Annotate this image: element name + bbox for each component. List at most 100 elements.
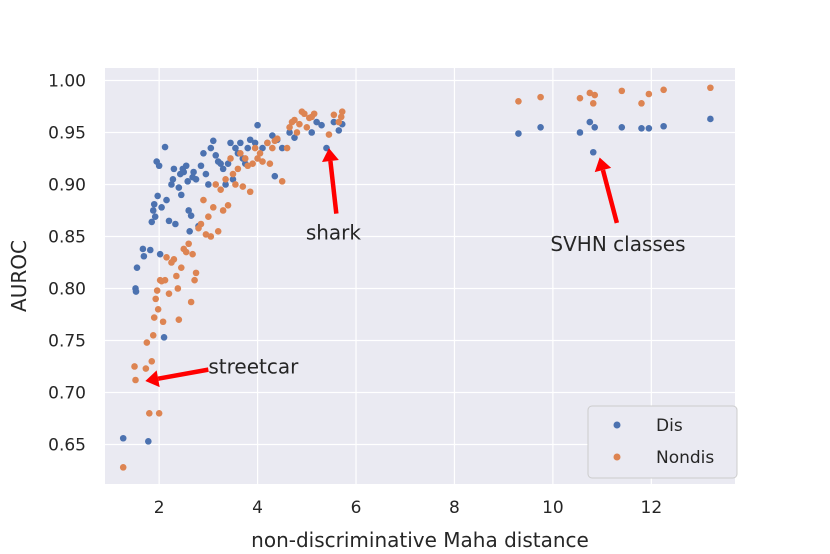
- series-nondis: [119, 84, 714, 471]
- point-nondis: [170, 256, 178, 263]
- point-dis: [190, 168, 197, 176]
- x-tick-label: 8: [449, 498, 460, 518]
- point-nondis: [335, 118, 343, 126]
- point-nondis: [222, 175, 229, 183]
- y-tick-label: 0.85: [48, 227, 86, 247]
- point-nondis: [224, 201, 232, 209]
- point-dis: [160, 334, 168, 341]
- y-axis-label: AUROC: [7, 240, 31, 312]
- point-dis: [151, 213, 159, 221]
- point-dis: [192, 175, 200, 183]
- point-dis: [229, 175, 237, 183]
- point-nondis: [217, 186, 224, 193]
- x-tick-labels: 2 4 6 8 10 12: [154, 498, 662, 518]
- point-nondis: [660, 86, 667, 94]
- annotation-label: SVHN classes: [550, 232, 685, 256]
- point-nondis: [200, 196, 207, 204]
- point-dis: [707, 115, 714, 123]
- point-nondis: [150, 314, 158, 321]
- point-nondis: [185, 240, 192, 248]
- point-nondis: [264, 139, 271, 147]
- point-dis: [150, 200, 158, 208]
- point-nondis: [645, 90, 653, 98]
- point-nondis: [259, 158, 266, 165]
- point-nondis: [227, 155, 234, 162]
- point-dis: [330, 118, 338, 126]
- point-dis: [591, 123, 599, 131]
- point-nondis: [165, 290, 173, 297]
- point-dis: [269, 132, 276, 139]
- point-nondis: [197, 220, 205, 228]
- point-dis: [638, 125, 645, 132]
- point-nondis: [155, 409, 163, 417]
- point-nondis: [205, 213, 212, 221]
- point-nondis: [239, 183, 247, 190]
- point-nondis: [143, 339, 151, 346]
- point-dis: [219, 165, 227, 173]
- point-dis: [155, 162, 163, 170]
- point-nondis: [212, 181, 220, 188]
- point-nondis: [269, 144, 276, 152]
- point-dis: [286, 129, 293, 136]
- point-dis: [209, 137, 217, 145]
- point-dis: [177, 191, 185, 199]
- point-dis: [197, 162, 205, 170]
- y-tick-labels: 0.65 0.70 0.75 0.80 0.85 0.90 0.95 1.00: [48, 71, 86, 455]
- point-nondis: [576, 94, 584, 102]
- point-nondis: [278, 178, 286, 185]
- point-dis: [149, 207, 157, 214]
- point-dis: [278, 144, 286, 152]
- point-dis: [172, 220, 179, 228]
- point-nondis: [119, 464, 127, 471]
- point-dis: [170, 165, 178, 173]
- y-tick-label: 0.70: [48, 383, 86, 403]
- point-dis: [586, 118, 594, 126]
- point-nondis: [163, 253, 170, 261]
- point-dis: [119, 434, 127, 442]
- point-dis: [246, 136, 254, 144]
- x-tick-label: 6: [351, 498, 362, 518]
- legend-label-dis: Dis: [656, 416, 683, 436]
- point-dis: [251, 139, 259, 147]
- annotation-arrow-shaft: [328, 160, 339, 214]
- point-nondis: [296, 120, 303, 128]
- point-dis: [308, 129, 316, 136]
- point-dis: [618, 123, 626, 131]
- point-dis: [132, 288, 140, 295]
- point-dis: [168, 181, 175, 188]
- point-dis: [145, 438, 152, 445]
- legend-label-nondis: Nondis: [656, 448, 714, 468]
- x-tick-label: 2: [154, 498, 165, 518]
- point-dis: [224, 160, 232, 167]
- x-tick-label: 4: [252, 498, 263, 518]
- y-tick-label: 0.65: [48, 435, 86, 455]
- point-nondis: [237, 149, 244, 157]
- x-axis-label: non-discriminative Maha distance: [251, 528, 589, 552]
- point-dis: [133, 264, 141, 271]
- annotation-arrow-head: [321, 148, 339, 162]
- point-nondis: [153, 287, 161, 294]
- point-dis: [154, 192, 161, 200]
- annotation-arrow-head: [594, 157, 612, 173]
- point-dis: [232, 144, 239, 152]
- point-dis: [291, 134, 298, 141]
- point-dis: [205, 181, 212, 188]
- point-dis: [318, 121, 325, 129]
- point-dis: [237, 139, 244, 147]
- point-nondis: [202, 231, 210, 238]
- point-nondis: [537, 93, 544, 101]
- annotation-arrow-head: [145, 370, 160, 388]
- point-nondis: [207, 233, 215, 240]
- point-nondis: [175, 316, 183, 323]
- point-dis: [660, 122, 667, 130]
- data-points: [119, 84, 714, 471]
- legend-marker-nondis: [613, 453, 621, 461]
- point-dis: [163, 196, 170, 204]
- point-nondis: [142, 365, 150, 372]
- point-nondis: [254, 155, 261, 162]
- point-nondis: [707, 84, 714, 92]
- point-nondis: [256, 149, 264, 157]
- point-nondis: [214, 227, 222, 235]
- point-nondis: [232, 181, 239, 188]
